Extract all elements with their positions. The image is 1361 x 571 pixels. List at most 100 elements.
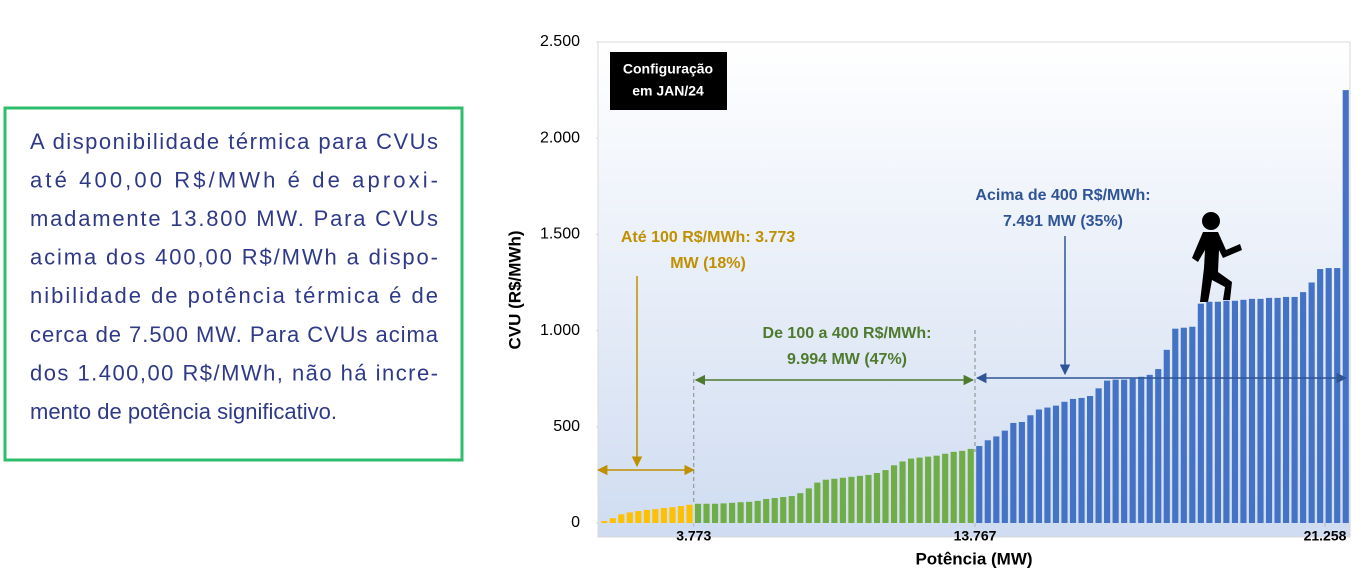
y-tick-label: 1.000 bbox=[540, 322, 580, 339]
bar bbox=[1069, 398, 1077, 523]
bar bbox=[950, 451, 957, 523]
y-tick-label: 1.500 bbox=[540, 226, 580, 243]
bar bbox=[1214, 301, 1221, 523]
text-line: mento de potência significativo. bbox=[30, 399, 337, 424]
walker-icon bbox=[1192, 212, 1242, 302]
bar bbox=[856, 475, 864, 523]
bar bbox=[763, 498, 770, 523]
bar bbox=[1018, 421, 1025, 523]
bar bbox=[1308, 282, 1315, 523]
bar bbox=[848, 476, 855, 523]
bar bbox=[993, 436, 1000, 523]
bar bbox=[1163, 349, 1170, 523]
bar bbox=[1027, 415, 1034, 523]
bar bbox=[865, 474, 872, 523]
bar bbox=[967, 448, 974, 523]
bar bbox=[694, 503, 702, 523]
bar bbox=[1317, 269, 1324, 523]
bar bbox=[754, 500, 761, 523]
bar bbox=[933, 455, 940, 523]
bar bbox=[1291, 296, 1298, 523]
bar bbox=[873, 472, 881, 523]
bar bbox=[1001, 430, 1008, 523]
bar bbox=[669, 507, 676, 523]
bar bbox=[1265, 297, 1273, 523]
bar bbox=[1129, 378, 1136, 523]
bar bbox=[976, 446, 983, 523]
bar bbox=[626, 512, 633, 523]
bar bbox=[1334, 268, 1341, 523]
bar bbox=[737, 502, 744, 523]
bar bbox=[916, 457, 923, 523]
bar bbox=[711, 503, 719, 523]
bar bbox=[1325, 268, 1332, 523]
bar bbox=[1138, 376, 1145, 523]
bar bbox=[1231, 300, 1239, 523]
bar bbox=[959, 450, 966, 523]
bar bbox=[1061, 401, 1068, 523]
bar bbox=[1206, 301, 1213, 523]
text-line: nibilidade de potência térmica é de bbox=[30, 283, 438, 308]
bar bbox=[1146, 374, 1153, 523]
bar bbox=[1121, 379, 1128, 523]
bar bbox=[1095, 388, 1102, 523]
x-tick-label: 21.258 bbox=[1304, 528, 1347, 544]
bar bbox=[882, 470, 889, 523]
x-tick-label: 13.767 bbox=[954, 528, 997, 544]
bar bbox=[1052, 405, 1060, 523]
bar bbox=[1248, 298, 1256, 523]
bar bbox=[1197, 303, 1204, 523]
bar bbox=[660, 507, 667, 523]
bar bbox=[1078, 397, 1085, 523]
bar bbox=[1035, 409, 1042, 523]
text-line: madamente 13.800 MW. Para CVUs bbox=[30, 206, 438, 231]
annotation: Até 100 R$/MWh: 3.773 bbox=[621, 229, 795, 246]
bar bbox=[839, 477, 846, 523]
bar bbox=[686, 504, 693, 523]
text-line: cerca de 7.500 MW. Para CVUs acima bbox=[30, 322, 439, 347]
annotation: De 100 a 400 R$/MWh: bbox=[763, 325, 932, 342]
bar bbox=[822, 479, 829, 523]
bar bbox=[1189, 326, 1196, 523]
bar bbox=[1240, 299, 1247, 523]
badge-text: Configuração bbox=[623, 61, 713, 77]
x-tick-label: 3.773 bbox=[676, 528, 711, 544]
text-line: A disponibilidade térmica para CVUs bbox=[30, 129, 438, 154]
bar bbox=[1104, 380, 1111, 523]
bar bbox=[643, 509, 650, 523]
text-line: dos 1.400,00 R$/MWh, não há incre- bbox=[30, 360, 438, 385]
bar bbox=[1010, 422, 1017, 523]
text-line: acima dos 400,00 R$/MWh a dispo- bbox=[30, 245, 438, 270]
bar bbox=[1257, 298, 1264, 523]
bar bbox=[1223, 300, 1230, 523]
bar bbox=[890, 465, 898, 523]
bar bbox=[746, 501, 753, 523]
badge-text: em JAN/24 bbox=[632, 83, 704, 99]
text-box bbox=[3, 106, 464, 462]
y-tick-label: 2.000 bbox=[540, 129, 580, 146]
bar bbox=[1112, 379, 1119, 523]
bar bbox=[1283, 296, 1290, 523]
bar bbox=[780, 497, 787, 523]
bar bbox=[609, 518, 616, 523]
bar bbox=[601, 521, 608, 523]
y-tick-label: 2.500 bbox=[540, 33, 580, 50]
bar bbox=[1086, 396, 1094, 523]
y-tick-label: 0 bbox=[571, 514, 580, 531]
badge bbox=[610, 52, 727, 110]
bar bbox=[618, 514, 625, 523]
y-axis-title: CVU (R$/MWh) bbox=[505, 231, 524, 350]
bar bbox=[797, 493, 804, 523]
bar bbox=[1172, 328, 1179, 523]
bar bbox=[788, 496, 795, 523]
annotation: MW (18%) bbox=[670, 255, 746, 272]
bar bbox=[703, 503, 710, 523]
bar bbox=[1342, 90, 1349, 523]
bar bbox=[771, 497, 778, 523]
bar bbox=[635, 511, 642, 523]
bar bbox=[729, 502, 736, 523]
bar bbox=[1180, 327, 1187, 523]
bar bbox=[1274, 297, 1281, 523]
annotation: 9.994 MW (47%) bbox=[787, 351, 907, 368]
